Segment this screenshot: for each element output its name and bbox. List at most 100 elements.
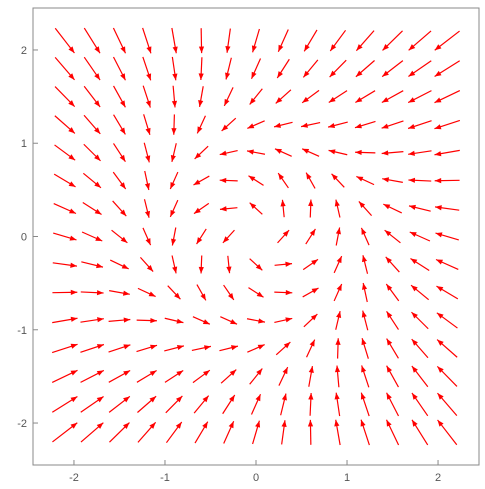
vector-arrow <box>305 339 316 358</box>
arrow-head <box>172 46 178 54</box>
arrow-head <box>408 123 416 129</box>
arrow-head <box>437 419 444 427</box>
vector-arrow <box>83 143 101 162</box>
arrow-head <box>94 73 101 81</box>
arrow-head <box>285 289 293 296</box>
vector-arrow <box>408 30 432 51</box>
arrow-head <box>70 289 78 295</box>
vector-arrow <box>277 172 289 189</box>
x-tick-label: -1 <box>160 472 170 484</box>
arrow-head <box>382 70 389 77</box>
arrow-head <box>328 96 336 103</box>
arrow-head <box>148 291 156 297</box>
vector-arrow <box>83 114 101 135</box>
vector-arrow <box>83 27 101 54</box>
vector-arrow <box>410 257 430 272</box>
arrow-head <box>282 367 288 375</box>
vector-arrow <box>333 283 343 302</box>
vector-arrow <box>435 258 459 271</box>
arrow-head <box>247 123 255 129</box>
vector-arrow <box>434 119 461 130</box>
arrow-head <box>145 155 151 163</box>
arrow-head <box>228 421 234 429</box>
vector-arrow <box>381 60 404 78</box>
vector-arrow <box>226 255 232 274</box>
arrow-head <box>361 255 368 263</box>
vector-arrow <box>437 419 458 446</box>
vector-arrow <box>113 114 126 135</box>
vector-arrow <box>308 392 314 416</box>
vector-arrow <box>112 56 126 81</box>
arrow-head <box>200 293 206 301</box>
vector-arrow <box>385 419 400 446</box>
arrow-head <box>411 285 418 292</box>
vector-arrow <box>194 145 209 160</box>
vector-arrow <box>355 30 375 52</box>
vector-arrow <box>275 89 292 104</box>
vector-arrow <box>198 28 205 54</box>
vector-arrow <box>355 60 375 78</box>
arrow-head <box>437 393 444 400</box>
arrow-head <box>334 365 341 373</box>
vector-arrow <box>167 285 181 300</box>
vector-arrow <box>53 173 76 188</box>
arrow-head <box>411 366 418 373</box>
vector-arrow <box>385 256 400 273</box>
y-tick-label: -1 <box>17 325 27 337</box>
arrow-head <box>120 236 128 243</box>
arrow-head <box>435 205 442 211</box>
vector-arrow <box>381 120 404 129</box>
vector-arrow <box>171 255 178 274</box>
arrow-head <box>170 209 176 217</box>
vector-arrow <box>411 311 429 330</box>
arrow-head <box>302 96 309 103</box>
arrow-head <box>382 44 389 51</box>
vector-arrow <box>165 395 183 414</box>
vector-arrow <box>54 57 75 81</box>
vector-arrow <box>192 369 211 384</box>
vector-arrow <box>108 395 131 413</box>
arrow-head <box>70 343 78 349</box>
vector-arrow <box>193 202 210 215</box>
vector-arrow <box>329 29 347 52</box>
vector-arrow <box>164 369 184 383</box>
arrow-head <box>251 45 257 53</box>
vector-arrow <box>247 120 265 129</box>
vector-arrow <box>381 150 404 156</box>
vector-arrow <box>223 284 235 301</box>
vector-arrow <box>302 258 319 271</box>
arrow-head <box>309 339 315 347</box>
vector-arrow <box>407 120 432 130</box>
vector-arrow <box>137 287 156 298</box>
arrow-head <box>96 290 104 296</box>
vector-arrow <box>308 199 314 218</box>
arrow-head <box>149 370 157 377</box>
arrow-head <box>310 314 318 321</box>
arrow-head <box>328 122 336 129</box>
arrow-head <box>123 370 131 376</box>
vector-arrow <box>142 85 151 108</box>
x-tick-label: 0 <box>253 472 259 484</box>
arrow-head <box>95 235 103 242</box>
vector-arrow <box>274 148 292 157</box>
arrow-head <box>176 370 184 377</box>
arrow-head <box>434 124 442 130</box>
arrow-head <box>68 100 75 107</box>
vector-arrow <box>300 121 321 128</box>
arrow-head <box>219 177 227 184</box>
arrow-head <box>219 206 227 212</box>
vector-arrow <box>434 90 461 104</box>
arrow-head <box>436 286 444 292</box>
arrow-head <box>94 46 101 54</box>
vector-arrow <box>219 206 238 212</box>
vector-arrow <box>109 422 130 443</box>
arrow-head <box>278 44 284 52</box>
arrow-head <box>198 73 204 81</box>
arrow-head <box>355 96 363 103</box>
vector-arrow <box>334 199 341 218</box>
vector-arrow <box>434 149 460 157</box>
arrow-head <box>249 202 257 210</box>
arrow-head <box>146 46 152 54</box>
arrow-head <box>176 318 184 324</box>
